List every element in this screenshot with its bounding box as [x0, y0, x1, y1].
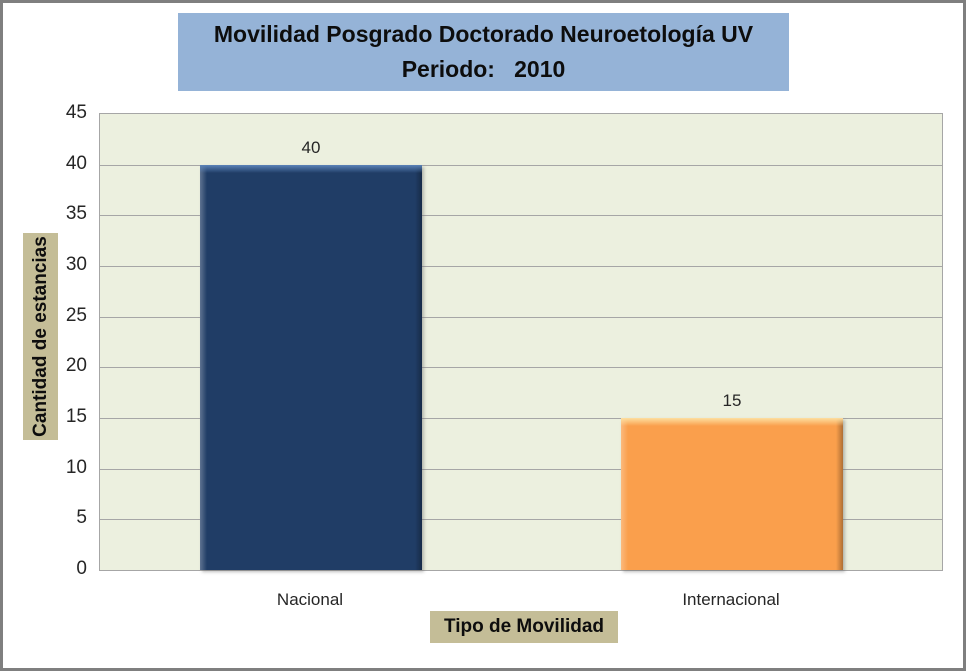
- data-label-nacional: 40: [301, 138, 321, 157]
- category-label-internacional: Internacional: [682, 590, 780, 609]
- gridline-15: [100, 418, 942, 419]
- y-tick-label-15: 15: [65, 406, 87, 427]
- x-axis-title: Tipo de Movilidad: [430, 611, 618, 643]
- chart-title-line2: Periodo: 2010: [401, 56, 566, 82]
- y-tick-label-40: 40: [65, 153, 87, 174]
- plot-area: 40 15: [99, 113, 943, 571]
- bar-internacional: [621, 418, 843, 570]
- gridline-5: [100, 519, 942, 520]
- gridline-20: [100, 367, 942, 368]
- category-label-nacional: Nacional: [276, 590, 344, 609]
- y-tick-label-0: 0: [76, 558, 87, 579]
- y-tick-label-45: 45: [65, 102, 87, 123]
- y-tick-label-25: 25: [65, 305, 87, 326]
- gridline-30: [100, 266, 942, 267]
- gridline-35: [100, 215, 942, 216]
- y-tick-label-35: 35: [65, 203, 87, 224]
- y-tick-label-30: 30: [65, 254, 87, 275]
- y-tick-label-20: 20: [65, 355, 87, 376]
- chart-title: Movilidad Posgrado Doctorado Neuroetolog…: [178, 13, 789, 91]
- bar-nacional: [200, 165, 422, 570]
- y-tick-label-5: 5: [76, 507, 87, 528]
- gridline-10: [100, 469, 942, 470]
- y-tick-label-10: 10: [65, 457, 87, 478]
- data-label-internacional: 15: [722, 391, 742, 410]
- chart-title-line1: Movilidad Posgrado Doctorado Neuroetolog…: [213, 21, 754, 47]
- gridline-25: [100, 317, 942, 318]
- gridline-40: [100, 165, 942, 166]
